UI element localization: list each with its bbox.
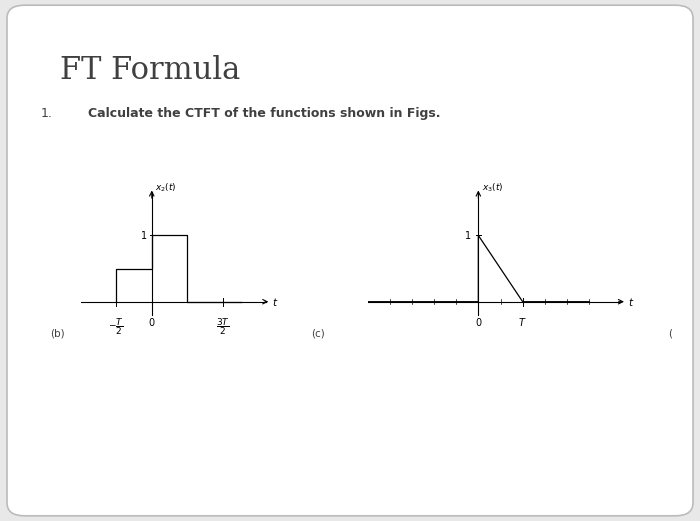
Text: 1.: 1. bbox=[41, 107, 52, 120]
Text: $t$: $t$ bbox=[272, 296, 279, 308]
Text: $t$: $t$ bbox=[628, 296, 635, 308]
Text: $0$: $0$ bbox=[475, 316, 482, 328]
Text: $x_3(t)$: $x_3(t)$ bbox=[482, 181, 503, 194]
Text: $T$: $T$ bbox=[519, 316, 527, 328]
Text: (c): (c) bbox=[312, 328, 326, 338]
Text: $\dfrac{3T}{2}$: $\dfrac{3T}{2}$ bbox=[216, 316, 230, 337]
Text: (: ( bbox=[668, 328, 673, 338]
Text: (b): (b) bbox=[50, 328, 65, 338]
FancyBboxPatch shape bbox=[7, 5, 693, 516]
Text: $1$: $1$ bbox=[464, 229, 472, 241]
Text: $-\dfrac{T}{2}$: $-\dfrac{T}{2}$ bbox=[108, 316, 124, 337]
Text: $1$: $1$ bbox=[140, 229, 148, 241]
Text: FT Formula: FT Formula bbox=[60, 55, 239, 86]
Text: $0$: $0$ bbox=[148, 316, 155, 328]
Text: $x_2(t)$: $x_2(t)$ bbox=[155, 181, 176, 194]
Text: Calculate the CTFT of the functions shown in Figs.: Calculate the CTFT of the functions show… bbox=[88, 107, 440, 120]
